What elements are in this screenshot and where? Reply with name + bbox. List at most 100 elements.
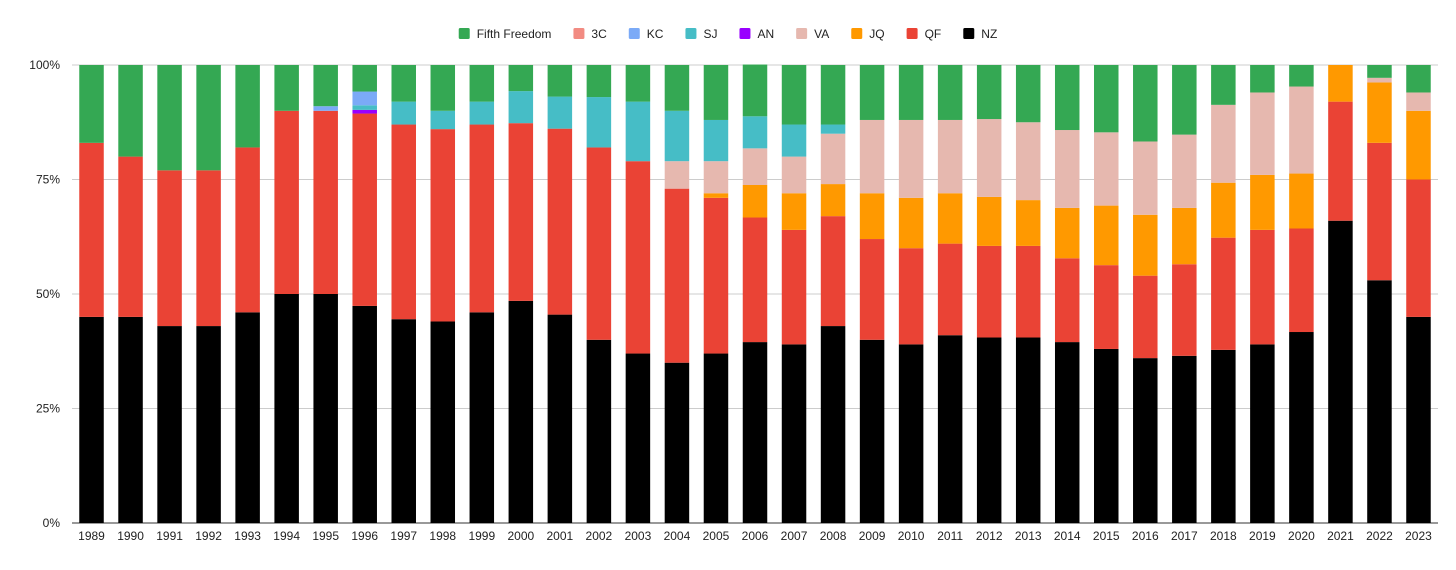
- bar-segment-fifth-freedom-2017: [1172, 65, 1197, 135]
- bar-segment-qf-2022: [1367, 142, 1392, 281]
- x-tick-label: 1996: [351, 529, 378, 543]
- bar-segment-nz-2022: [1367, 280, 1392, 523]
- x-tick-label: 1989: [78, 529, 105, 543]
- bar-segment-fifth-freedom-2005: [703, 65, 729, 120]
- x-tick-label: 2016: [1132, 529, 1159, 543]
- bar-segment-fifth-freedom-2009: [859, 65, 885, 120]
- bar-segment-an-1996: [352, 109, 377, 114]
- x-tick-label: 1999: [468, 529, 495, 543]
- bar-segment-fifth-freedom-2001: [547, 65, 573, 97]
- bar-segment-qf-1996: [352, 113, 377, 306]
- legend-label: KC: [647, 27, 664, 41]
- bar-segment-qf-2000: [508, 123, 534, 301]
- bar-segment-nz-2001: [547, 314, 573, 523]
- bar-segment-qf-2020: [1289, 228, 1314, 333]
- bar-segment-nz-2012: [976, 337, 1002, 523]
- bar-segment-jq-2012: [976, 196, 1002, 246]
- bar-segment-va-2016: [1133, 141, 1158, 215]
- x-tick-label: 2011: [937, 529, 963, 543]
- legend-label: VA: [814, 27, 829, 41]
- bar-segment-qf-1992: [196, 170, 221, 327]
- bar-segment-va-2014: [1054, 130, 1080, 208]
- legend-item-sj: SJ: [685, 27, 717, 41]
- bar-segment-fifth-freedom-1997: [391, 65, 416, 102]
- x-tick-label: 1994: [273, 529, 300, 543]
- bar-segment-kc-1995: [313, 106, 338, 111]
- legend-swatch: [963, 28, 975, 39]
- bar-segment-va-2009: [859, 119, 885, 194]
- bar-segment-sj-2006: [742, 116, 768, 149]
- x-tick-label: 2013: [1015, 529, 1042, 543]
- x-tick-label: 2004: [664, 529, 691, 543]
- x-tick-label: 2021: [1327, 529, 1354, 543]
- bar-segment-qf-2012: [976, 245, 1002, 338]
- bar-segment-qf-1999: [469, 124, 495, 313]
- x-tick-label: 1997: [390, 529, 417, 543]
- bar-segment-va-2020: [1289, 86, 1314, 174]
- bar-segment-fifth-freedom-2002: [586, 65, 612, 98]
- bar-segment-nz-2009: [859, 339, 885, 523]
- y-tick-label: 100%: [29, 58, 60, 72]
- bar-segment-jq-2010: [898, 197, 924, 249]
- y-tick-label: 75%: [36, 173, 60, 187]
- bar-segment-nz-2013: [1015, 337, 1041, 523]
- bar-segment-nz-2014: [1054, 342, 1080, 523]
- bar-segment-nz-2010: [898, 344, 924, 523]
- bar-segment-nz-2005: [703, 353, 729, 523]
- bar-segment-fifth-freedom-2000: [508, 65, 534, 92]
- bar-segment-nz-2006: [742, 342, 768, 523]
- bar-segment-nz-2015: [1094, 348, 1119, 523]
- bar-segment-sj-2003: [625, 101, 651, 162]
- bar-segment-nz-1989: [79, 316, 104, 523]
- bar-segment-qf-2005: [703, 197, 729, 354]
- bar-segment-nz-1991: [157, 326, 182, 523]
- bar-segment-nz-2008: [820, 326, 846, 523]
- x-tick-label: 2019: [1249, 529, 1276, 543]
- x-tick-label: 1995: [312, 529, 339, 543]
- bar-segment-va-2005: [703, 161, 729, 194]
- legend-item-jq: JQ: [851, 27, 885, 41]
- legend-item-kc: KC: [628, 27, 664, 41]
- legend-swatch: [573, 28, 585, 39]
- bar-segment-va-2012: [976, 119, 1002, 197]
- bar-segment-va-2019: [1250, 92, 1275, 175]
- bar-segment-nz-2003: [625, 353, 651, 523]
- legend-swatch: [796, 28, 808, 39]
- x-tick-label: 1992: [195, 529, 222, 543]
- bar-segment-qf-2009: [859, 239, 885, 340]
- bar-segment-jq-2020: [1289, 173, 1314, 229]
- bar-segment-va-2018: [1211, 104, 1236, 183]
- legend-swatch: [739, 28, 751, 39]
- bar-segment-fifth-freedom-1993: [235, 65, 260, 148]
- bar-segment-fifth-freedom-2004: [664, 65, 690, 111]
- bar-segment-va-2017: [1172, 134, 1197, 208]
- legend-swatch: [458, 28, 470, 39]
- bar-segment-qf-2010: [898, 248, 924, 345]
- bar-segment-va-2013: [1015, 122, 1041, 201]
- bar-segment-jq-2007: [781, 193, 807, 230]
- bar-segment-nz-1990: [118, 316, 143, 523]
- bar-segment-qf-2008: [820, 216, 846, 327]
- bar-segment-fifth-freedom-2007: [781, 65, 807, 125]
- bar-segment-sj-2007: [781, 124, 807, 157]
- bar-segment-sj-1999: [469, 101, 495, 125]
- x-axis: 1989 1990 1991 1992 1993 1994 1995 1996 1997 1998…: [78, 529, 1432, 543]
- legend-label: QF: [925, 27, 942, 41]
- bar-segment-va-2010: [898, 119, 924, 198]
- bar-segment-jq-2014: [1054, 207, 1080, 259]
- bar-segment-nz-1995: [313, 294, 338, 523]
- bar-segment-jq-2009: [859, 193, 885, 240]
- bar-segment-fifth-freedom-1992: [196, 65, 221, 171]
- bar-segment-qf-2007: [781, 229, 807, 345]
- legend-swatch: [851, 28, 863, 39]
- x-tick-label: 2022: [1366, 529, 1393, 543]
- bar-segment-qf-1994: [274, 110, 299, 294]
- bar-segment-fifth-freedom-1991: [157, 65, 182, 171]
- bar-segment-qf-1995: [313, 110, 338, 294]
- bar-segment-fifth-freedom-2008: [820, 65, 846, 125]
- bar-segment-nz-1999: [469, 312, 495, 523]
- bar-segment-nz-2020: [1289, 332, 1314, 523]
- bar-segment-nz-1996: [352, 305, 377, 523]
- bar-segment-nz-2021: [1328, 220, 1353, 523]
